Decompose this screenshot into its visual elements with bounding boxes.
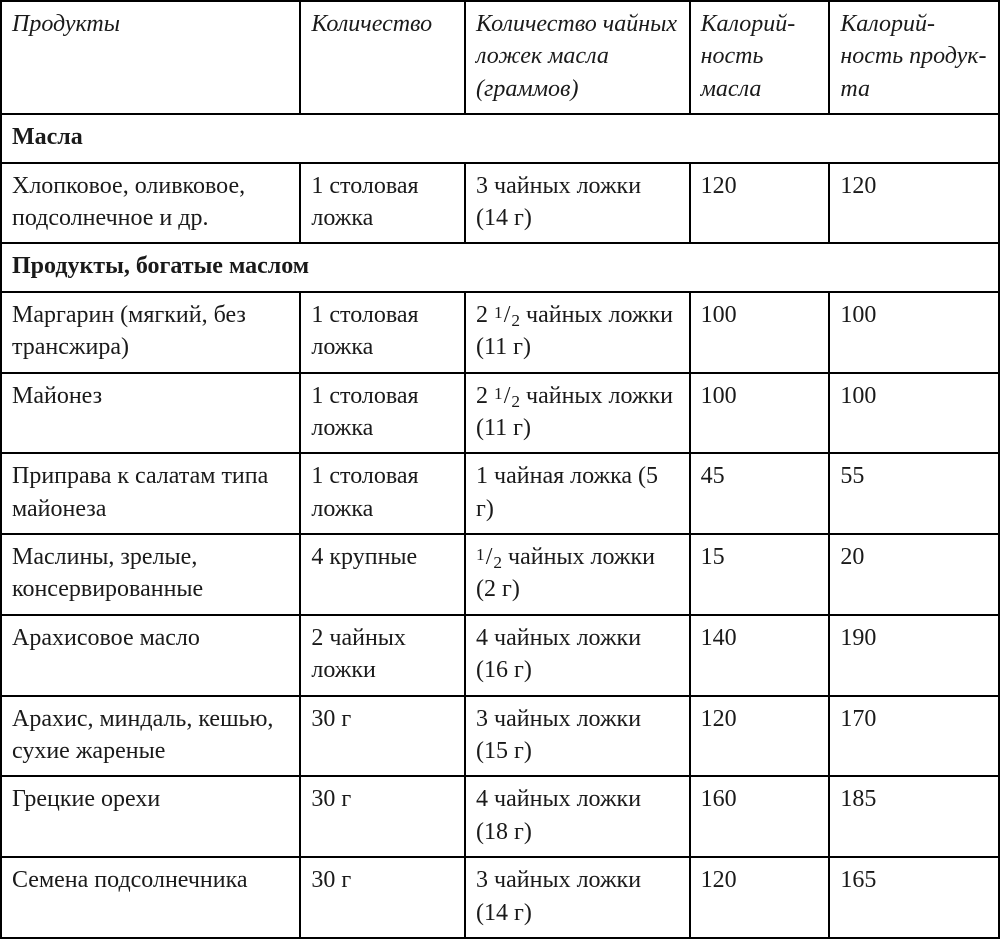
cell-cal-product: 100 (829, 292, 999, 373)
cell-cal-oil: 140 (690, 615, 830, 696)
col-header-quantity: Количе­ство (300, 1, 465, 114)
cell-cal-product: 120 (829, 163, 999, 244)
cell-cal-oil: 100 (690, 373, 830, 454)
table-row: Приправа к салатам типа майонеза1 столов… (1, 453, 999, 534)
cell-product: Хлопковое, оливковое, подсолнечное и др. (1, 163, 300, 244)
table-row: Маслины, зрелые, консервированные4 крупн… (1, 534, 999, 615)
cell-teaspoons: 4 чайных ложки (16 г) (465, 615, 690, 696)
cell-teaspoons: 3 чайных ложки (14 г) (465, 857, 690, 938)
cell-cal-oil: 120 (690, 696, 830, 777)
cell-teaspoons: 1/2 чайных ложки (2 г) (465, 534, 690, 615)
cell-cal-product: 100 (829, 373, 999, 454)
cell-quantity: 1 столовая ложка (300, 292, 465, 373)
cell-cal-product: 185 (829, 776, 999, 857)
table-row: Арахисовое масло2 чайных ложки4 чайных л… (1, 615, 999, 696)
col-header-cal-product: Калорий­ность продук­та (829, 1, 999, 114)
table-body: МаслаХлопковое, оливковое, подсолнечное … (1, 114, 999, 938)
cell-cal-oil: 100 (690, 292, 830, 373)
section-header: Продукты, богатые маслом (1, 243, 999, 291)
cell-quantity: 30 г (300, 857, 465, 938)
cell-cal-oil: 45 (690, 453, 830, 534)
cell-quantity: 1 столовая ложка (300, 373, 465, 454)
cell-quantity: 1 столовая ложка (300, 453, 465, 534)
section-title: Продукты, богатые маслом (1, 243, 999, 291)
cell-product: Приправа к салатам типа майонеза (1, 453, 300, 534)
table-row: Хлопковое, оливковое, подсолнечное и др.… (1, 163, 999, 244)
cell-cal-oil: 120 (690, 163, 830, 244)
cell-product: Маслины, зрелые, консервированные (1, 534, 300, 615)
cell-cal-product: 190 (829, 615, 999, 696)
cell-teaspoons: 2 1/2 чайных ложки (11 г) (465, 373, 690, 454)
cell-teaspoons: 4 чайных ложки (18 г) (465, 776, 690, 857)
cell-cal-oil: 120 (690, 857, 830, 938)
cell-product: Грецкие орехи (1, 776, 300, 857)
section-header: Масла (1, 114, 999, 162)
cell-quantity: 30 г (300, 696, 465, 777)
col-header-teaspoons: Количество чайных ло­жек масла (граммов) (465, 1, 690, 114)
table-row: Семена подсолнеч­ника30 г3 чайных ложки … (1, 857, 999, 938)
table-row: Маргарин (мягкий, без трансжира)1 столов… (1, 292, 999, 373)
cell-teaspoons: 3 чайных ложки (15 г) (465, 696, 690, 777)
cell-product: Маргарин (мягкий, без трансжира) (1, 292, 300, 373)
cell-product: Арахисовое масло (1, 615, 300, 696)
cell-product: Майонез (1, 373, 300, 454)
col-header-product: Продукты (1, 1, 300, 114)
cell-quantity: 4 крупные (300, 534, 465, 615)
table-header-row: Продукты Количе­ство Количество чайных л… (1, 1, 999, 114)
cell-cal-oil: 15 (690, 534, 830, 615)
cell-cal-product: 55 (829, 453, 999, 534)
cell-product: Семена подсолнеч­ника (1, 857, 300, 938)
table-row: Майонез1 столовая ложка2 1/2 чайных ложк… (1, 373, 999, 454)
cell-teaspoons: 3 чайных ложки (14 г) (465, 163, 690, 244)
nutrition-table: Продукты Количе­ство Количество чайных л… (0, 0, 1000, 939)
cell-cal-product: 165 (829, 857, 999, 938)
col-header-cal-oil: Кало­рий­ность масла (690, 1, 830, 114)
table-row: Арахис, миндаль, ке­шью, сухие жареные30… (1, 696, 999, 777)
table-row: Грецкие орехи30 г4 чайных ложки (18 г)16… (1, 776, 999, 857)
cell-product: Арахис, миндаль, ке­шью, сухие жареные (1, 696, 300, 777)
cell-teaspoons: 2 1/2 чайных ложки (11 г) (465, 292, 690, 373)
cell-cal-product: 170 (829, 696, 999, 777)
cell-quantity: 2 чайных ложки (300, 615, 465, 696)
cell-quantity: 30 г (300, 776, 465, 857)
section-title: Масла (1, 114, 999, 162)
cell-cal-product: 20 (829, 534, 999, 615)
cell-quantity: 1 столовая ложка (300, 163, 465, 244)
cell-teaspoons: 1 чайная ложка (5 г) (465, 453, 690, 534)
cell-cal-oil: 160 (690, 776, 830, 857)
